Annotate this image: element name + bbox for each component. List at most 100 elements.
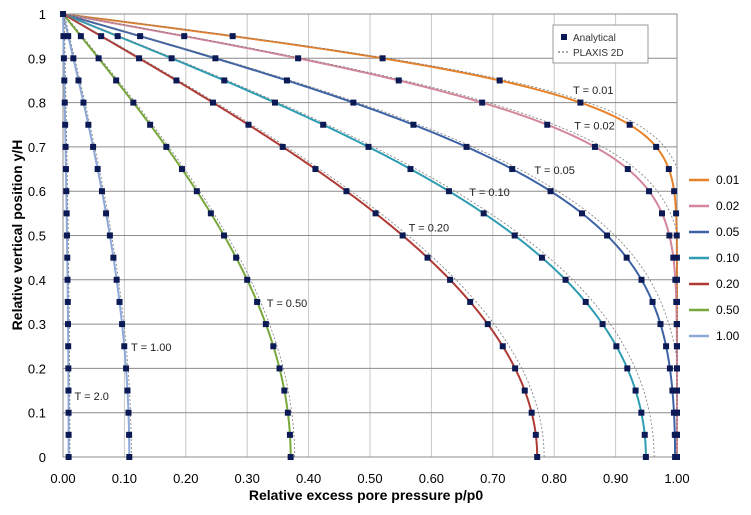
analytical-point: [395, 77, 402, 84]
analytical-point: [646, 188, 653, 195]
analytical-point: [509, 166, 516, 173]
analytical-point: [113, 77, 120, 84]
analytical-point: [512, 365, 519, 372]
analytical-point: [276, 365, 283, 372]
analytical-point: [320, 121, 327, 128]
analytical-point: [61, 99, 68, 106]
y-tick-label: 0.6: [28, 184, 46, 199]
legend-entry: 0.01: [716, 173, 740, 187]
analytical-point: [103, 210, 110, 217]
analytical-point: [65, 33, 72, 40]
y-tick-label: 0.9: [28, 51, 46, 66]
analytical-point: [287, 454, 294, 460]
analytical-point: [578, 210, 585, 217]
analytical-point: [673, 365, 680, 372]
analytical-point: [653, 143, 660, 150]
analytical-point: [283, 77, 290, 84]
y-axis-title: Relative vertical position y/H: [9, 140, 25, 331]
analytical-point: [181, 33, 188, 40]
analytical-point: [547, 188, 554, 195]
analytical-point: [632, 387, 639, 394]
analytical-point: [544, 121, 551, 128]
inner-legend: Analytical PLAXIS 2D: [552, 24, 649, 64]
x-tick-label: 0.80: [542, 471, 567, 486]
analytical-point: [445, 188, 452, 195]
analytical-point: [126, 431, 133, 438]
analytical-point: [673, 321, 680, 328]
analytical-point: [666, 232, 673, 239]
analytical-point: [638, 409, 645, 416]
analytical-point: [70, 55, 77, 62]
analytical-point: [638, 276, 645, 283]
x-tick-label: 0.40: [296, 471, 321, 486]
plaxis-curve: [64, 13, 678, 457]
legend-entry: 0.05: [716, 225, 740, 239]
analytical-point: [229, 33, 236, 40]
analytical-point: [94, 166, 101, 173]
legend-entry: 0.10: [716, 251, 740, 265]
analytical-point: [137, 33, 144, 40]
analytical-point: [672, 454, 679, 460]
analytical-point: [136, 55, 143, 62]
analytical-point: [62, 166, 69, 173]
analytical-point: [626, 121, 633, 128]
analytical-point: [193, 188, 200, 195]
analytical-point: [499, 343, 506, 350]
analytical-point: [463, 143, 470, 150]
analytical-point: [591, 143, 598, 150]
analytical-point: [163, 143, 170, 150]
analytical-points: [60, 11, 680, 460]
analytical-point: [641, 431, 648, 438]
analytical-point: [271, 99, 278, 106]
analytical-point: [642, 454, 649, 460]
analytical-point: [125, 409, 132, 416]
x-tick-label: 0.30: [235, 471, 260, 486]
analytical-point: [480, 210, 487, 217]
analytical-point: [286, 431, 293, 438]
analytical-point: [221, 77, 228, 84]
y-tick-label: 0.3: [28, 317, 46, 332]
curve-label: T = 0.50: [267, 298, 307, 310]
analytical-point: [65, 454, 72, 460]
analytical-point: [658, 210, 665, 217]
analytical-point: [60, 11, 66, 17]
analytical-point: [521, 387, 528, 394]
curve-label: T = 0.20: [409, 223, 449, 235]
analytical-point: [110, 254, 117, 261]
analytical-point: [372, 210, 379, 217]
x-tick-labels: 0.00 0.10 0.20 0.30 0.40 0.50 0.60 0.70 0.80 0.90…: [50, 471, 689, 486]
legend-entry: 0.02: [716, 199, 740, 213]
analytical-point: [532, 431, 539, 438]
analytical-point: [65, 431, 72, 438]
analytical-point: [119, 321, 126, 328]
analytical-point: [467, 298, 474, 305]
analytical-point: [254, 298, 261, 305]
analytical-point: [673, 254, 680, 261]
analytical-point: [61, 77, 68, 84]
analytical-point: [665, 166, 672, 173]
analytical-marker-icon: [561, 34, 567, 40]
analytical-point: [624, 166, 631, 173]
analytical-point: [106, 232, 113, 239]
analytical-point: [670, 409, 677, 416]
analytical-point: [379, 55, 386, 62]
analytical-point: [220, 232, 227, 239]
analytical-point: [85, 121, 92, 128]
y-tick-label: 0.2: [28, 361, 46, 376]
analytical-point: [123, 365, 130, 372]
y-tick-label: 0.7: [28, 140, 46, 155]
y-tick-label: 0.8: [28, 96, 46, 111]
legend-analytical: Analytical: [573, 33, 616, 44]
analytical-point: [582, 298, 589, 305]
analytical-point: [365, 143, 372, 150]
analytical-point: [496, 77, 503, 84]
analytical-point: [98, 188, 105, 195]
y-tick-label: 0.5: [28, 229, 46, 244]
analytical-point: [669, 387, 676, 394]
analytical-point: [80, 99, 87, 106]
analytical-point: [90, 143, 97, 150]
analytical-point: [75, 77, 82, 84]
x-tick-label: 0.20: [173, 471, 198, 486]
analytical-point: [64, 298, 71, 305]
y-tick-label: 0.1: [28, 406, 46, 421]
